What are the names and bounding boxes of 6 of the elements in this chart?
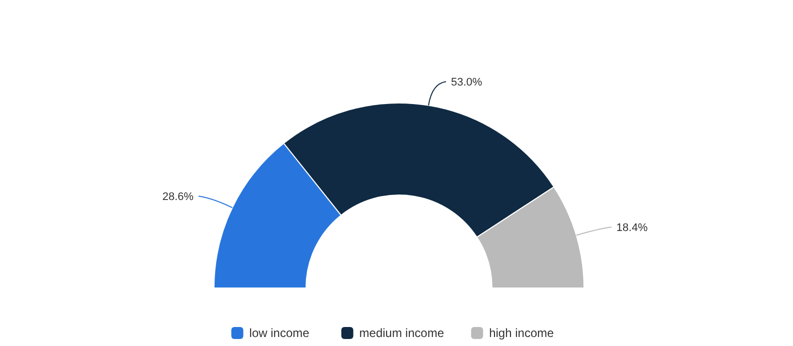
legend-label: low income: [249, 326, 310, 340]
data-label: 28.6%: [162, 190, 194, 203]
data-label: 18.4%: [616, 222, 648, 234]
legend-label: high income: [489, 326, 554, 340]
data-label: 53.0%: [451, 76, 482, 88]
legend-label: medium income: [359, 326, 444, 340]
